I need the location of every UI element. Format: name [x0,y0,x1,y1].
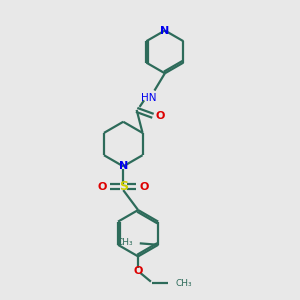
Text: CH₃: CH₃ [117,238,133,247]
Text: S: S [119,180,128,193]
Text: O: O [98,182,107,192]
Text: CH₃: CH₃ [175,279,192,288]
Text: O: O [156,111,165,121]
Text: HN: HN [141,93,156,103]
Text: N: N [118,161,128,171]
Text: N: N [160,26,170,35]
Text: O: O [134,266,143,276]
Text: O: O [140,182,149,192]
